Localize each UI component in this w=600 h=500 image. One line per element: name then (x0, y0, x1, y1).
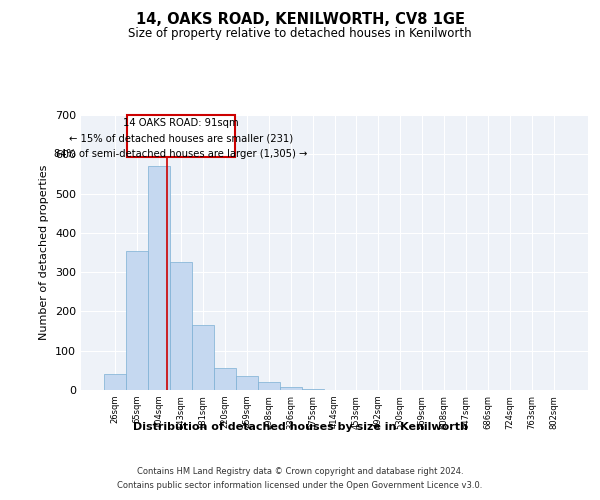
Text: Contains HM Land Registry data © Crown copyright and database right 2024.: Contains HM Land Registry data © Crown c… (137, 468, 463, 476)
Text: 14, OAKS ROAD, KENILWORTH, CV8 1GE: 14, OAKS ROAD, KENILWORTH, CV8 1GE (136, 12, 464, 28)
Bar (214, 368, 236, 390)
Bar (170, 262, 192, 390)
Text: 14 OAKS ROAD: 91sqm
← 15% of detached houses are smaller (231)
84% of semi-detac: 14 OAKS ROAD: 91sqm ← 15% of detached ho… (54, 118, 308, 158)
Text: Distribution of detached houses by size in Kenilworth: Distribution of detached houses by size … (133, 422, 467, 432)
Bar (192, 325, 214, 390)
Text: Size of property relative to detached houses in Kenilworth: Size of property relative to detached ho… (128, 28, 472, 40)
Y-axis label: Number of detached properties: Number of detached properties (40, 165, 49, 340)
Bar (236, 376, 257, 390)
Bar (280, 387, 302, 390)
Bar (257, 382, 280, 390)
Bar (302, 389, 323, 390)
Bar (126, 250, 148, 390)
Bar (148, 166, 170, 390)
Text: Contains public sector information licensed under the Open Government Licence v3: Contains public sector information licen… (118, 481, 482, 490)
Bar (104, 374, 126, 390)
